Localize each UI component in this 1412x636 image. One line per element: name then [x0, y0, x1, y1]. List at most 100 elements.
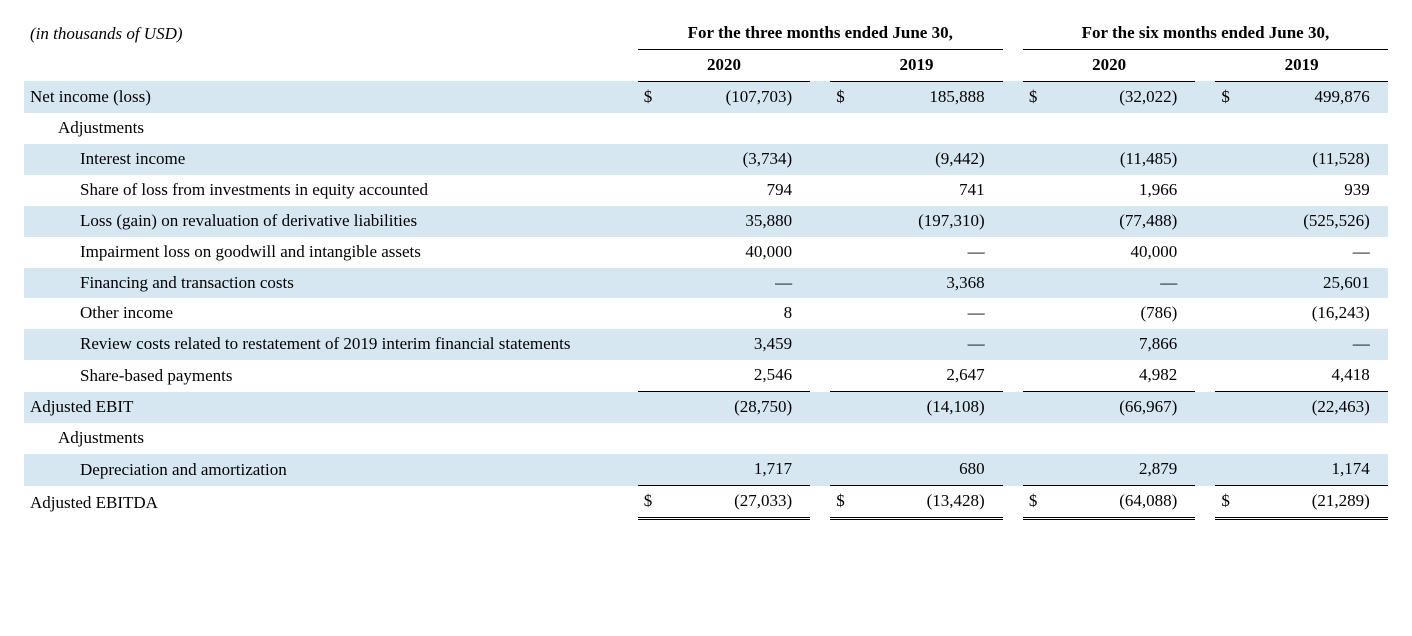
- cell-value: —: [858, 237, 990, 268]
- currency-symbol: [830, 268, 858, 299]
- cell-value: 40,000: [666, 237, 798, 268]
- cell-value: (27,033): [666, 486, 798, 519]
- cell-value: —: [666, 268, 798, 299]
- currency-symbol: [1215, 113, 1243, 144]
- cell-value: 7,866: [1051, 329, 1183, 360]
- currency-symbol: [1215, 175, 1243, 206]
- cell-value: 40,000: [1051, 237, 1183, 268]
- row-label: Interest income: [24, 144, 638, 175]
- row-label: Depreciation and amortization: [24, 454, 638, 485]
- currency-symbol: [830, 206, 858, 237]
- year-col-1: 2020: [638, 49, 810, 81]
- currency-symbol: [1023, 206, 1051, 237]
- currency-symbol: $: [638, 81, 666, 112]
- cell-value: —: [858, 329, 990, 360]
- cell-value: 939: [1243, 175, 1375, 206]
- currency-symbol: [830, 237, 858, 268]
- cell-value: [666, 113, 798, 144]
- row-label: Adjustments: [24, 113, 638, 144]
- cell-value: (28,750): [666, 392, 798, 423]
- currency-symbol: [830, 298, 858, 329]
- cell-value: 8: [666, 298, 798, 329]
- currency-symbol: [830, 454, 858, 485]
- cell-value: (77,488): [1051, 206, 1183, 237]
- cell-value: —: [1051, 268, 1183, 299]
- table-row: Adjustments: [24, 113, 1388, 144]
- currency-symbol: [1023, 454, 1051, 485]
- currency-symbol: [638, 392, 666, 423]
- currency-symbol: [1215, 144, 1243, 175]
- currency-symbol: $: [830, 81, 858, 112]
- currency-symbol: $: [1215, 81, 1243, 112]
- cell-value: 499,876: [1243, 81, 1375, 112]
- table-row: Net income (loss)$(107,703)$185,888$(32,…: [24, 81, 1388, 112]
- currency-symbol: [1023, 175, 1051, 206]
- cell-value: 3,459: [666, 329, 798, 360]
- row-label: Share of loss from investments in equity…: [24, 175, 638, 206]
- year-col-3: 2020: [1023, 49, 1195, 81]
- cell-value: 1,717: [666, 454, 798, 485]
- period-group-1: For the three months ended June 30,: [638, 18, 1003, 49]
- cell-value: 4,418: [1243, 360, 1375, 391]
- table-row: Share of loss from investments in equity…: [24, 175, 1388, 206]
- currency-symbol: [638, 298, 666, 329]
- currency-symbol: [830, 360, 858, 391]
- row-label: Adjusted EBITDA: [24, 486, 638, 519]
- currency-symbol: [638, 423, 666, 454]
- cell-value: (64,088): [1051, 486, 1183, 519]
- currency-symbol: [1023, 113, 1051, 144]
- table-row: Impairment loss on goodwill and intangib…: [24, 237, 1388, 268]
- cell-value: —: [1243, 237, 1375, 268]
- cell-value: —: [1243, 329, 1375, 360]
- table-row: Financing and transaction costs—3,368—25…: [24, 268, 1388, 299]
- row-label: Share-based payments: [24, 360, 638, 391]
- currency-symbol: [1023, 144, 1051, 175]
- cell-value: 2,647: [858, 360, 990, 391]
- currency-symbol: [1023, 268, 1051, 299]
- cell-value: (13,428): [858, 486, 990, 519]
- cell-value: [1051, 113, 1183, 144]
- cell-value: 741: [858, 175, 990, 206]
- year-col-4: 2019: [1215, 49, 1388, 81]
- unit-note: (in thousands of USD): [24, 18, 638, 49]
- currency-symbol: [1215, 298, 1243, 329]
- table-row: Other income8—(786)(16,243): [24, 298, 1388, 329]
- cell-value: (32,022): [1051, 81, 1183, 112]
- currency-symbol: [830, 175, 858, 206]
- cell-value: (21,289): [1243, 486, 1375, 519]
- currency-symbol: [830, 144, 858, 175]
- currency-symbol: [638, 113, 666, 144]
- currency-symbol: [1023, 392, 1051, 423]
- cell-value: (525,526): [1243, 206, 1375, 237]
- currency-symbol: $: [1023, 486, 1051, 519]
- cell-value: (66,967): [1051, 392, 1183, 423]
- currency-symbol: [830, 113, 858, 144]
- currency-symbol: [830, 329, 858, 360]
- cell-value: (9,442): [858, 144, 990, 175]
- cell-value: 35,880: [666, 206, 798, 237]
- currency-symbol: [1023, 237, 1051, 268]
- row-label: Review costs related to restatement of 2…: [24, 329, 638, 360]
- table-row: Adjusted EBITDA$(27,033)$(13,428)$(64,08…: [24, 486, 1388, 519]
- cell-value: (197,310): [858, 206, 990, 237]
- currency-symbol: [638, 268, 666, 299]
- table-row: Adjustments: [24, 423, 1388, 454]
- cell-value: (107,703): [666, 81, 798, 112]
- currency-symbol: [1215, 423, 1243, 454]
- currency-symbol: [638, 175, 666, 206]
- currency-symbol: [1023, 360, 1051, 391]
- currency-symbol: [1215, 206, 1243, 237]
- row-label: Other income: [24, 298, 638, 329]
- currency-symbol: [1023, 329, 1051, 360]
- currency-symbol: [1215, 237, 1243, 268]
- currency-symbol: $: [1023, 81, 1051, 112]
- header-row-groups: (in thousands of USD) For the three mont…: [24, 18, 1388, 49]
- cell-value: 2,546: [666, 360, 798, 391]
- currency-symbol: $: [830, 486, 858, 519]
- cell-value: 25,601: [1243, 268, 1375, 299]
- table-row: Review costs related to restatement of 2…: [24, 329, 1388, 360]
- cell-value: (11,528): [1243, 144, 1375, 175]
- cell-value: 794: [666, 175, 798, 206]
- cell-value: (14,108): [858, 392, 990, 423]
- cell-value: (786): [1051, 298, 1183, 329]
